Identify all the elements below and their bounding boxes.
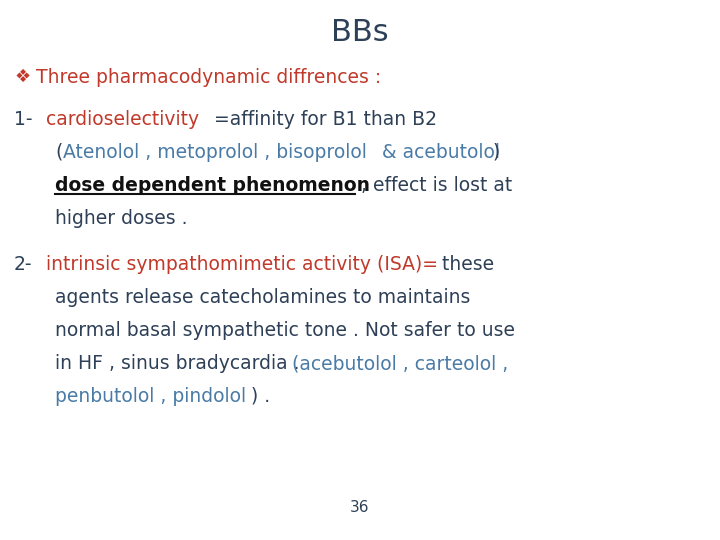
Text: BBs: BBs: [331, 18, 389, 47]
Text: normal basal sympathetic tone . Not safer to use: normal basal sympathetic tone . Not safe…: [55, 321, 515, 340]
Text: (acebutolol , carteolol ,: (acebutolol , carteolol ,: [292, 354, 508, 373]
Text: intrinsic sympathomimetic activity (ISA)=: intrinsic sympathomimetic activity (ISA)…: [46, 255, 438, 274]
Text: ) .: ) .: [245, 387, 270, 406]
Text: agents release catecholamines to maintains: agents release catecholamines to maintai…: [55, 288, 470, 307]
Text: 36: 36: [350, 500, 370, 515]
Text: dose dependent phenomenon: dose dependent phenomenon: [55, 176, 370, 195]
Text: , effect is lost at: , effect is lost at: [355, 176, 512, 195]
Text: =affinity for B1 than B2: =affinity for B1 than B2: [208, 110, 437, 129]
Text: higher doses .: higher doses .: [55, 209, 187, 228]
Text: 2-: 2-: [14, 255, 32, 274]
Text: ): ): [493, 143, 500, 162]
Text: Atenolol , metoprolol , bisoprolol: Atenolol , metoprolol , bisoprolol: [63, 143, 367, 162]
Text: (: (: [55, 143, 63, 162]
Text: 1-: 1-: [14, 110, 32, 129]
Text: these: these: [436, 255, 494, 274]
Text: in HF , sinus bradycardia .: in HF , sinus bradycardia .: [55, 354, 305, 373]
Text: penbutolol , pindolol: penbutolol , pindolol: [55, 387, 246, 406]
Text: Three pharmacodynamic diffrences :: Three pharmacodynamic diffrences :: [36, 68, 382, 87]
Text: & acebutolol: & acebutolol: [376, 143, 500, 162]
Text: ❖: ❖: [14, 68, 30, 86]
Text: cardioselectivity: cardioselectivity: [46, 110, 199, 129]
